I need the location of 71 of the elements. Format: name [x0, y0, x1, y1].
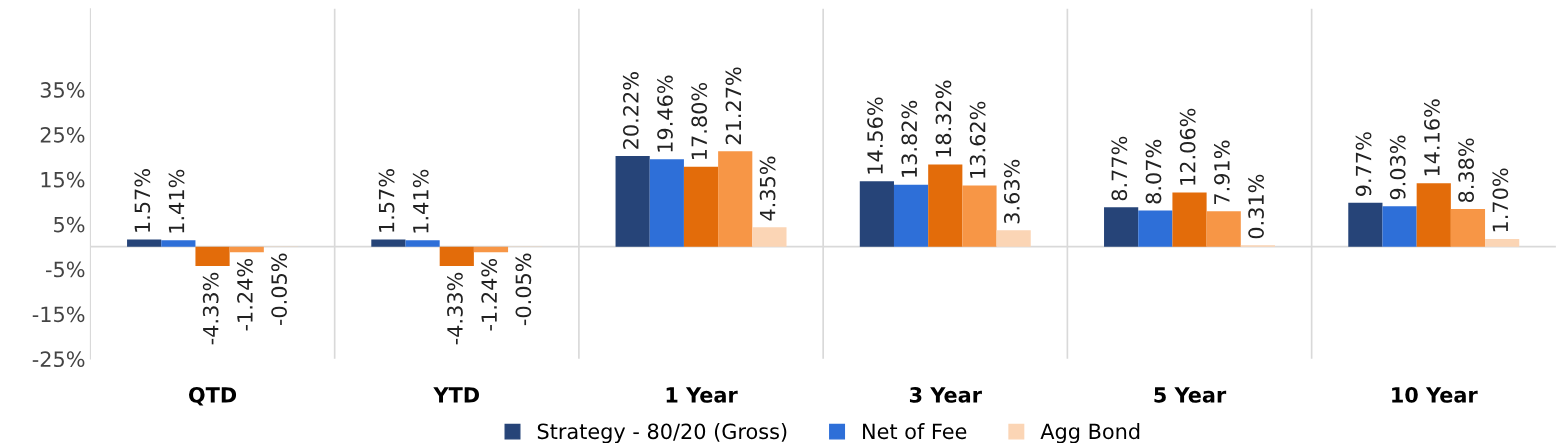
data-label: 21.27%	[725, 67, 742, 145]
data-label: 8.07%	[1145, 139, 1162, 204]
data-label: 8.77%	[1111, 136, 1128, 201]
y-tick-label: -5%	[46, 261, 85, 278]
bar	[1206, 211, 1241, 247]
data-label: 1.57%	[134, 169, 151, 232]
x-tick-label: 10 Year	[1392, 386, 1478, 403]
bar	[371, 239, 406, 247]
data-label: -4.33%	[202, 272, 219, 345]
data-label: 14.56%	[867, 97, 883, 174]
data-label: -0.05%	[515, 253, 532, 326]
bar	[1172, 192, 1207, 247]
bar	[1416, 183, 1451, 247]
data-label: 9.03%	[1389, 135, 1406, 200]
bar	[928, 164, 963, 247]
bar	[1348, 202, 1383, 247]
data-label: -1.24%	[237, 258, 253, 331]
data-label: 9.77%	[1355, 132, 1372, 196]
bar	[1382, 206, 1417, 247]
data-label: 1.41%	[168, 169, 185, 233]
bar	[859, 181, 894, 247]
bar	[893, 184, 929, 247]
data-label: 0.31%	[1248, 174, 1264, 239]
data-label: 1.41%	[412, 169, 429, 233]
bar	[615, 155, 650, 247]
data-label: 1.57%	[378, 169, 395, 232]
bar	[683, 166, 719, 247]
data-label: 18.32%	[935, 80, 952, 157]
x-tick-label: 3 Year	[909, 386, 982, 403]
bar	[752, 227, 787, 247]
bar	[996, 230, 1031, 247]
data-label: 13.82%	[901, 100, 918, 177]
y-tick-label: 5%	[54, 216, 85, 233]
data-label: 3.63%	[1003, 159, 1020, 224]
y-tick-label: -25%	[32, 351, 85, 368]
bar	[1450, 209, 1486, 247]
x-tick-label: 5 Year	[1154, 387, 1227, 403]
data-label: 12.06%	[1179, 108, 1196, 185]
x-tick-label: QTD	[188, 386, 237, 406]
y-tick-label: 15%	[41, 171, 85, 188]
y-tick-label: 35%	[40, 82, 85, 98]
bar	[405, 240, 440, 247]
bar	[127, 239, 162, 247]
data-label: 20.22%	[622, 72, 639, 149]
data-label: 4.35%	[759, 156, 776, 221]
bar	[1485, 239, 1520, 247]
data-label: 7.91%	[1214, 140, 1230, 204]
data-label: 8.38%	[1458, 138, 1474, 203]
bar	[1138, 210, 1173, 247]
data-label: 17.80%	[691, 82, 708, 159]
y-tick-label: 25%	[40, 126, 85, 143]
legend-label: Agg Bond	[1040, 423, 1140, 443]
data-label: 19.46%	[657, 75, 673, 152]
bar	[962, 185, 997, 247]
bar	[195, 246, 230, 267]
data-label: -0.05%	[271, 253, 287, 326]
bar	[718, 151, 753, 247]
bar	[649, 159, 684, 247]
data-label: -1.24%	[481, 258, 498, 331]
data-label: 13.62%	[969, 101, 986, 178]
legend-label: Net of Fee	[863, 423, 967, 440]
x-tick-label: YTD	[433, 387, 479, 403]
x-tick-label: 1 Year	[666, 387, 738, 403]
data-label: 1.70%	[1492, 168, 1509, 232]
data-label: 14.16%	[1424, 99, 1440, 176]
legend-label: Strategy - 80/20 (Gross)	[537, 423, 787, 443]
data-label: -4.33%	[447, 272, 463, 345]
bar	[439, 246, 474, 267]
y-tick-label: -15%	[32, 306, 85, 323]
bar	[1104, 207, 1139, 247]
bar	[161, 240, 196, 247]
